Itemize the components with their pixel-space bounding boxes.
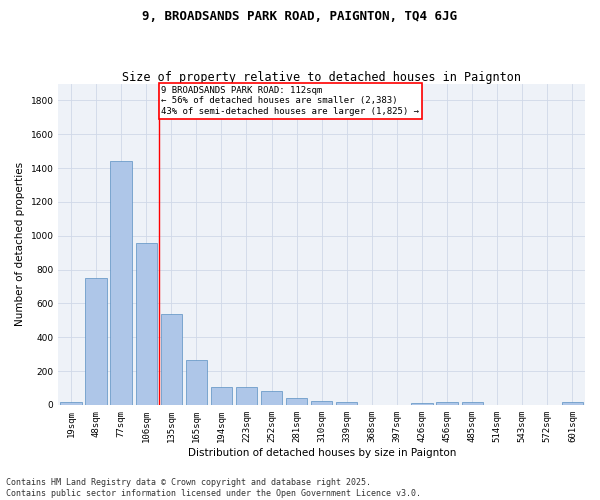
Bar	[311, 400, 332, 405]
Y-axis label: Number of detached properties: Number of detached properties	[15, 162, 25, 326]
Text: Contains HM Land Registry data © Crown copyright and database right 2025.
Contai: Contains HM Land Registry data © Crown c…	[6, 478, 421, 498]
X-axis label: Distribution of detached houses by size in Paignton: Distribution of detached houses by size …	[188, 448, 456, 458]
Bar	[461, 402, 483, 405]
Bar	[211, 386, 232, 405]
Bar	[436, 402, 458, 405]
Bar	[236, 386, 257, 405]
Bar	[110, 162, 132, 405]
Text: 9, BROADSANDS PARK ROAD, PAIGNTON, TQ4 6JG: 9, BROADSANDS PARK ROAD, PAIGNTON, TQ4 6…	[143, 10, 458, 23]
Text: 9 BROADSANDS PARK ROAD: 112sqm
← 56% of detached houses are smaller (2,383)
43% : 9 BROADSANDS PARK ROAD: 112sqm ← 56% of …	[161, 86, 419, 116]
Bar	[161, 314, 182, 405]
Title: Size of property relative to detached houses in Paignton: Size of property relative to detached ho…	[122, 70, 521, 84]
Bar	[562, 402, 583, 405]
Bar	[60, 402, 82, 405]
Bar	[412, 403, 433, 405]
Bar	[336, 402, 358, 405]
Bar	[261, 391, 282, 405]
Bar	[85, 278, 107, 405]
Bar	[136, 244, 157, 405]
Bar	[185, 360, 207, 405]
Bar	[286, 398, 307, 405]
